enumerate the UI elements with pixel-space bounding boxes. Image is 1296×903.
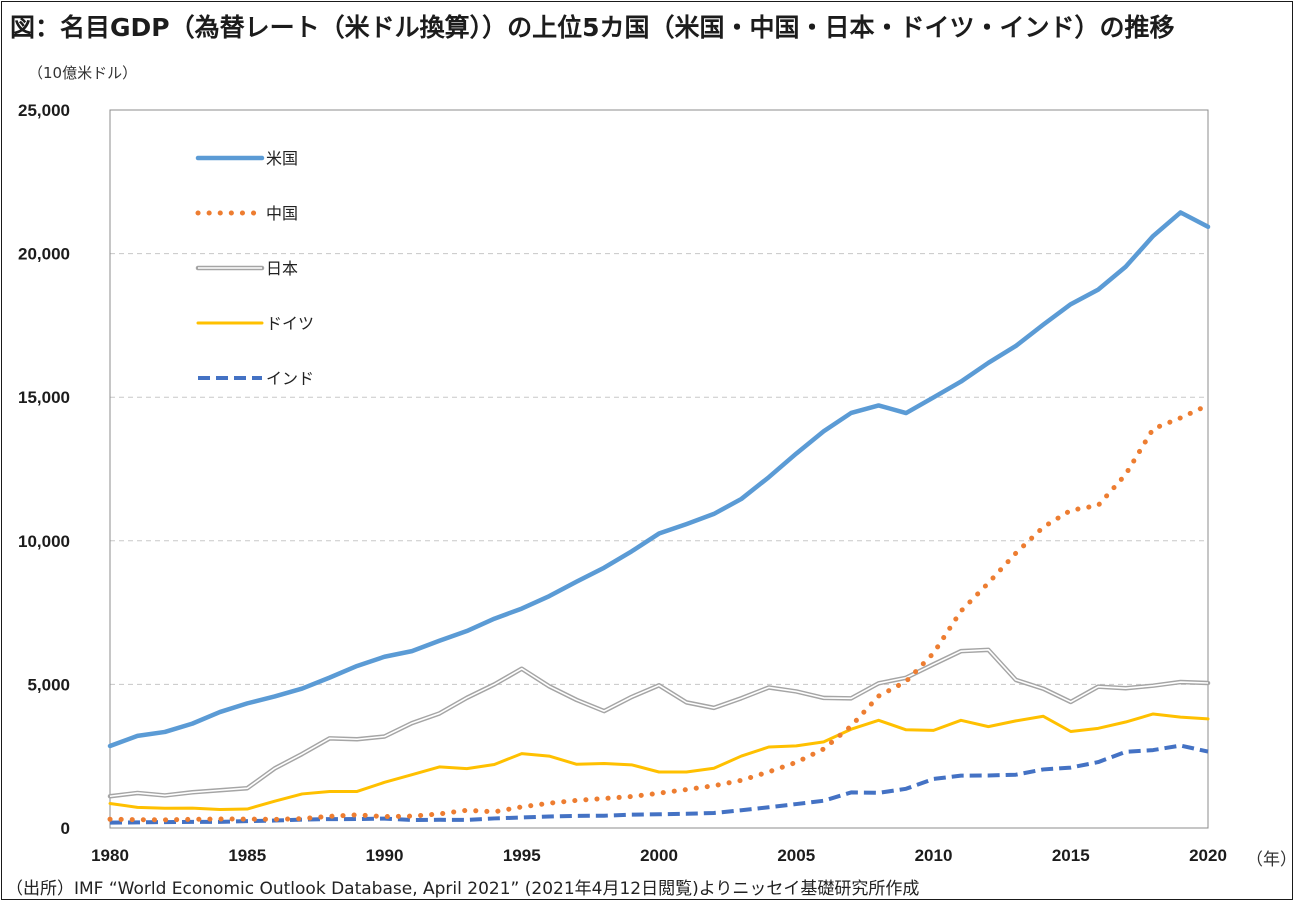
series-2-line — [107, 647, 1211, 799]
series-4-line — [109, 743, 1209, 825]
x-tick-label: 1980 — [91, 846, 129, 865]
series-path — [107, 647, 1211, 799]
x-tick-label: 1990 — [366, 846, 404, 865]
legend-item: 中国 — [195, 204, 298, 223]
plot-area — [109, 109, 1209, 829]
legend-item: 米国 — [195, 149, 298, 168]
y-tick-label: 15,000 — [18, 388, 70, 407]
x-tick-label: 1985 — [228, 846, 266, 865]
series-layer — [107, 210, 1211, 825]
series-path — [109, 743, 1209, 825]
x-tick-label: 2010 — [915, 846, 953, 865]
axis-layer: 0 5,000 10,000 15,000 20,000 25,000 1980 1985 19… — [18, 101, 1227, 865]
x-axis-unit-label: （年） — [1246, 850, 1296, 870]
series-path — [108, 712, 1210, 812]
series-1-line — [107, 402, 1211, 823]
y-axis-unit-label: （10億米ドル） — [28, 64, 138, 82]
series-path — [107, 402, 1211, 823]
x-tick-label: 1995 — [503, 846, 541, 865]
series-path-inner — [109, 649, 1209, 798]
y-tick-label: 0 — [61, 819, 70, 838]
legend-label: ドイツ — [266, 314, 314, 333]
series-path — [107, 210, 1211, 749]
legend-label: 中国 — [266, 204, 298, 223]
series-0-line — [107, 210, 1211, 749]
legend-item: 日本 — [195, 259, 298, 278]
legend-label: インド — [266, 369, 314, 388]
x-tick-label: 2020 — [1189, 846, 1227, 865]
y-tick-label: 5,000 — [27, 675, 70, 694]
legend-item: インド — [198, 369, 314, 388]
legend-label: 米国 — [266, 149, 298, 168]
y-tick-label: 20,000 — [18, 245, 70, 264]
legend-label: 日本 — [266, 259, 298, 278]
x-tick-label: 2015 — [1052, 846, 1090, 865]
legend-item: ドイツ — [196, 314, 314, 333]
x-tick-label: 2005 — [777, 846, 815, 865]
chart-title: 図：名目GDP（為替レート（米ドル換算））の上位5カ国（米国・中国・日本・ドイツ… — [10, 13, 1175, 42]
series-3-line — [108, 712, 1210, 812]
y-tick-label: 10,000 — [18, 532, 70, 551]
y-tick-label: 25,000 — [18, 101, 70, 120]
source-note: （出所）IMF “World Economic Outlook Database… — [6, 879, 920, 899]
x-tick-label: 2000 — [640, 846, 678, 865]
